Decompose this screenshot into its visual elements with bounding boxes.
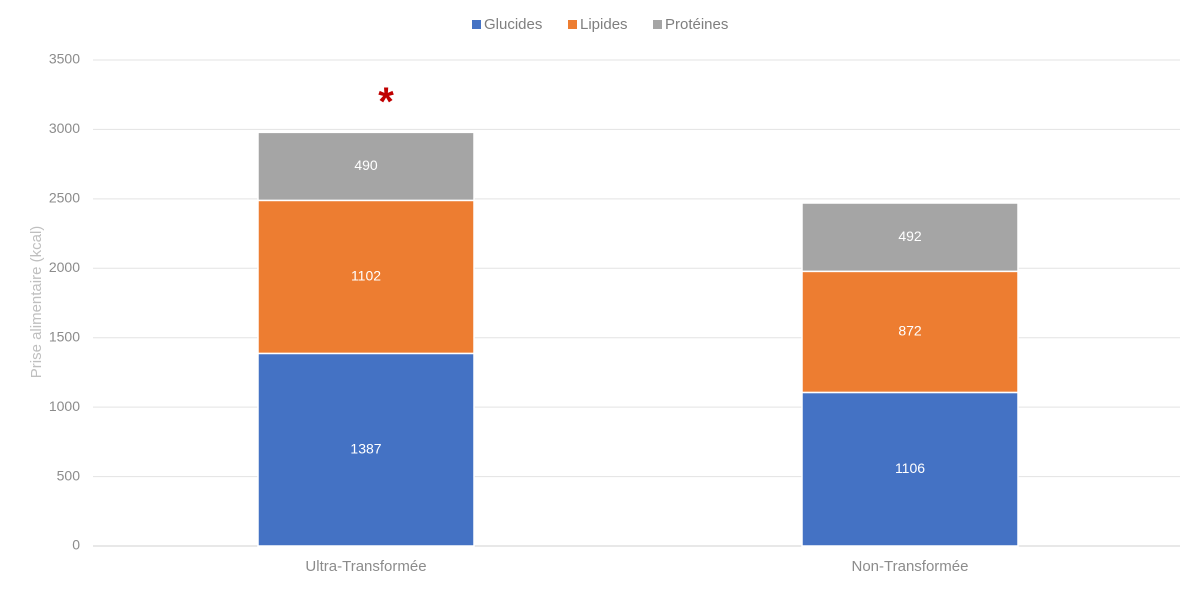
y-tick-label: 3500 <box>49 51 80 67</box>
data-label: 1106 <box>895 460 925 476</box>
legend-swatch <box>653 20 662 29</box>
bar-segment <box>801 391 1019 547</box>
x-tick-label: Ultra-Transformée <box>305 558 426 575</box>
y-tick-label: 2000 <box>49 259 80 275</box>
y-tick-label: 1000 <box>49 398 80 414</box>
y-axis-label: Prise alimentaire (kcal) <box>28 226 45 379</box>
bar-segment <box>801 202 1019 273</box>
bar-segment <box>257 131 475 202</box>
y-tick-label: 3000 <box>49 120 80 136</box>
bar-segment <box>257 199 475 355</box>
bars: 1387 1102 490 1106 872 492 <box>257 131 1019 547</box>
data-label: 1387 <box>350 440 381 456</box>
y-axis: 0 500 1000 1500 2000 2500 3000 3500 <box>49 51 80 553</box>
data-label: 490 <box>354 157 378 173</box>
legend-swatch <box>472 20 481 29</box>
data-label: 872 <box>898 323 922 339</box>
annotations: * <box>378 80 394 124</box>
x-tick-label: Non-Transformée <box>852 558 969 575</box>
y-tick-label: 500 <box>57 467 81 483</box>
y-tick-label: 0 <box>72 537 80 553</box>
bar-segment <box>801 270 1019 394</box>
y-tick-label: 1500 <box>49 328 80 344</box>
y-tick-label: 2500 <box>49 190 80 206</box>
x-axis: Ultra-Transformée Non-Transformée <box>305 558 968 575</box>
data-label: 1102 <box>351 268 381 284</box>
legend-swatch <box>568 20 577 29</box>
data-label: 492 <box>898 228 922 244</box>
legend: Glucides Lipides Protéines <box>472 16 728 33</box>
bar-segment <box>257 352 475 547</box>
legend-label: Protéines <box>665 16 728 33</box>
legend-label: Glucides <box>484 16 542 33</box>
significance-asterisk: * <box>378 80 394 124</box>
legend-label: Lipides <box>580 16 628 33</box>
